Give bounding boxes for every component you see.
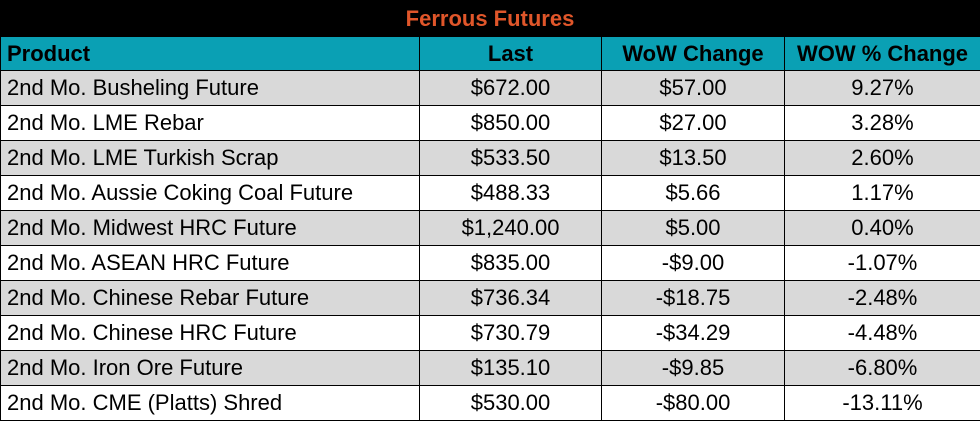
table-row: 2nd Mo. Busheling Future $672.00 $57.00 9.2… <box>0 70 980 106</box>
table-title: Ferrous Futures <box>0 0 980 36</box>
cell-last: $736.34 <box>419 280 602 316</box>
cell-wow-percent-change: -13.11% <box>784 385 980 421</box>
cell-product: 2nd Mo. Chinese HRC Future <box>0 315 420 351</box>
table-body: 2nd Mo. Busheling Future $672.00 $57.00 9.2… <box>0 70 980 421</box>
cell-wow-change: $27.00 <box>601 105 785 141</box>
cell-wow-percent-change: 2.60% <box>784 140 980 176</box>
cell-product: 2nd Mo. Chinese Rebar Future <box>0 280 420 316</box>
cell-product: 2nd Mo. Busheling Future <box>0 70 420 106</box>
cell-last: $533.50 <box>419 140 602 176</box>
cell-wow-change: $13.50 <box>601 140 785 176</box>
cell-last: $835.00 <box>419 245 602 281</box>
table-row: 2nd Mo. ASEAN HRC Future $835.00 -$9.00 -1.… <box>0 245 980 281</box>
header-wow-percent-change: WOW % Change <box>784 36 980 71</box>
cell-wow-percent-change: -4.48% <box>784 315 980 351</box>
cell-wow-change: -$9.00 <box>601 245 785 281</box>
cell-product: 2nd Mo. Aussie Coking Coal Future <box>0 175 420 211</box>
cell-wow-percent-change: -1.07% <box>784 245 980 281</box>
cell-wow-percent-change: 0.40% <box>784 210 980 246</box>
header-wow-change: WoW Change <box>601 36 785 71</box>
table-row: 2nd Mo. Aussie Coking Coal Future $488.33… <box>0 175 980 211</box>
cell-wow-percent-change: -6.80% <box>784 350 980 386</box>
header-last: Last <box>419 36 602 71</box>
cell-last: $530.00 <box>419 385 602 421</box>
cell-wow-percent-change: 9.27% <box>784 70 980 106</box>
ferrous-futures-table: Product Last WoW Change WOW % Change 2nd… <box>0 36 980 421</box>
cell-wow-percent-change: 3.28% <box>784 105 980 141</box>
cell-wow-change: $57.00 <box>601 70 785 106</box>
cell-product: 2nd Mo. Iron Ore Future <box>0 350 420 386</box>
table-row: 2nd Mo. Chinese Rebar Future $736.34 -$18.… <box>0 280 980 316</box>
cell-wow-percent-change: 1.17% <box>784 175 980 211</box>
cell-last: $135.10 <box>419 350 602 386</box>
cell-wow-change: -$18.75 <box>601 280 785 316</box>
table-row: 2nd Mo. Iron Ore Future $135.10 -$9.85 -6.8… <box>0 350 980 386</box>
header-row: Product Last WoW Change WOW % Change <box>0 36 980 71</box>
cell-last: $1,240.00 <box>419 210 602 246</box>
cell-wow-change: -$34.29 <box>601 315 785 351</box>
table-row: 2nd Mo. Chinese HRC Future $730.79 -$34.29… <box>0 315 980 351</box>
cell-product: 2nd Mo. LME Turkish Scrap <box>0 140 420 176</box>
cell-wow-change: -$80.00 <box>601 385 785 421</box>
table-row: 2nd Mo. LME Rebar $850.00 $27.00 3.28% <box>0 105 980 141</box>
cell-product: 2nd Mo. LME Rebar <box>0 105 420 141</box>
cell-product: 2nd Mo. Midwest HRC Future <box>0 210 420 246</box>
table-row: 2nd Mo. LME Turkish Scrap $533.50 $13.50 2.… <box>0 140 980 176</box>
cell-last: $730.79 <box>419 315 602 351</box>
cell-last: $488.33 <box>419 175 602 211</box>
table-row: 2nd Mo. Midwest HRC Future $1,240.00 $5.00… <box>0 210 980 246</box>
cell-last: $850.00 <box>419 105 602 141</box>
cell-last: $672.00 <box>419 70 602 106</box>
table-row: 2nd Mo. CME (Platts) Shred $530.00 -$80.00… <box>0 385 980 421</box>
cell-wow-change: $5.00 <box>601 210 785 246</box>
cell-wow-change: -$9.85 <box>601 350 785 386</box>
cell-wow-percent-change: -2.48% <box>784 280 980 316</box>
cell-wow-change: $5.66 <box>601 175 785 211</box>
cell-product: 2nd Mo. ASEAN HRC Future <box>0 245 420 281</box>
header-product: Product <box>0 36 420 71</box>
cell-product: 2nd Mo. CME (Platts) Shred <box>0 385 420 421</box>
